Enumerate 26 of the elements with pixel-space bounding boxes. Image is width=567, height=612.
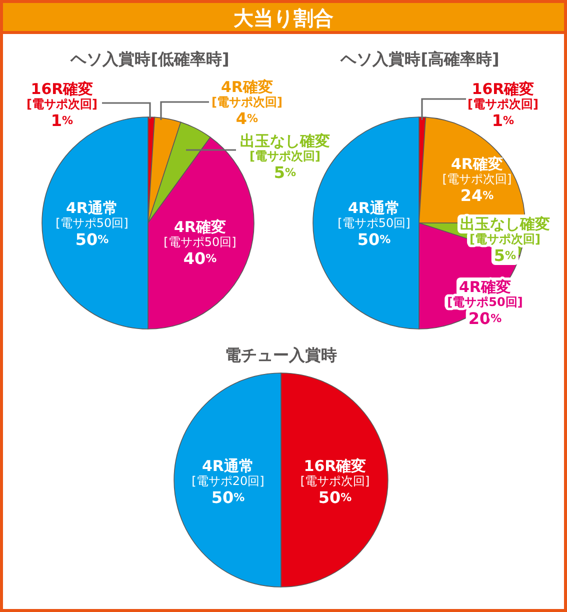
data-label: 50% — [318, 488, 352, 506]
slice-label: 出玉なし確変 [電サポ次回] — [460, 215, 550, 246]
slice-label: 16R確変 [電サポ次回] — [26, 80, 98, 111]
slice-label: 4R確変 [電サポ次回] — [442, 155, 512, 186]
chart-subtitle: ヘソ入賞時[低確率時] — [70, 50, 230, 68]
data-label: 1% — [492, 110, 514, 130]
slice-label: 4R確変 [電サポ50回] — [164, 218, 236, 249]
data-label: 1% — [50, 110, 74, 130]
data-label: 4% — [236, 108, 258, 128]
chart-title: 電チュー入賞時 — [225, 346, 337, 364]
slice-label: 4R通常 [電サポ50回] — [338, 199, 410, 230]
slice-label: 16R確変 [電サポ次回] — [300, 457, 370, 488]
slice-label: 4R通常 [電サポ50回] — [56, 199, 128, 230]
data-label: 24% — [460, 186, 494, 204]
slice-label: 4R確変 [電サポ次回] — [212, 78, 282, 109]
slice-label: 4R通常 [電サポ20回] — [192, 457, 264, 488]
data-label: 50% — [357, 230, 391, 248]
chart-title: 大当り割合 — [234, 6, 334, 30]
data-label: 40% — [183, 248, 217, 268]
slice-label: 16R確変 [電サポ次回] — [468, 80, 538, 111]
data-label: 50% — [211, 488, 245, 506]
slice-label: 4R確変 [電サポ50回] — [447, 278, 523, 309]
chart-title: ヘソ入賞時[高確率時] — [340, 50, 500, 68]
slice-label: 出玉なし確変 [電サポ次回] — [240, 132, 330, 163]
data-label: 5% — [274, 162, 296, 182]
data-label: 50% — [75, 230, 109, 248]
